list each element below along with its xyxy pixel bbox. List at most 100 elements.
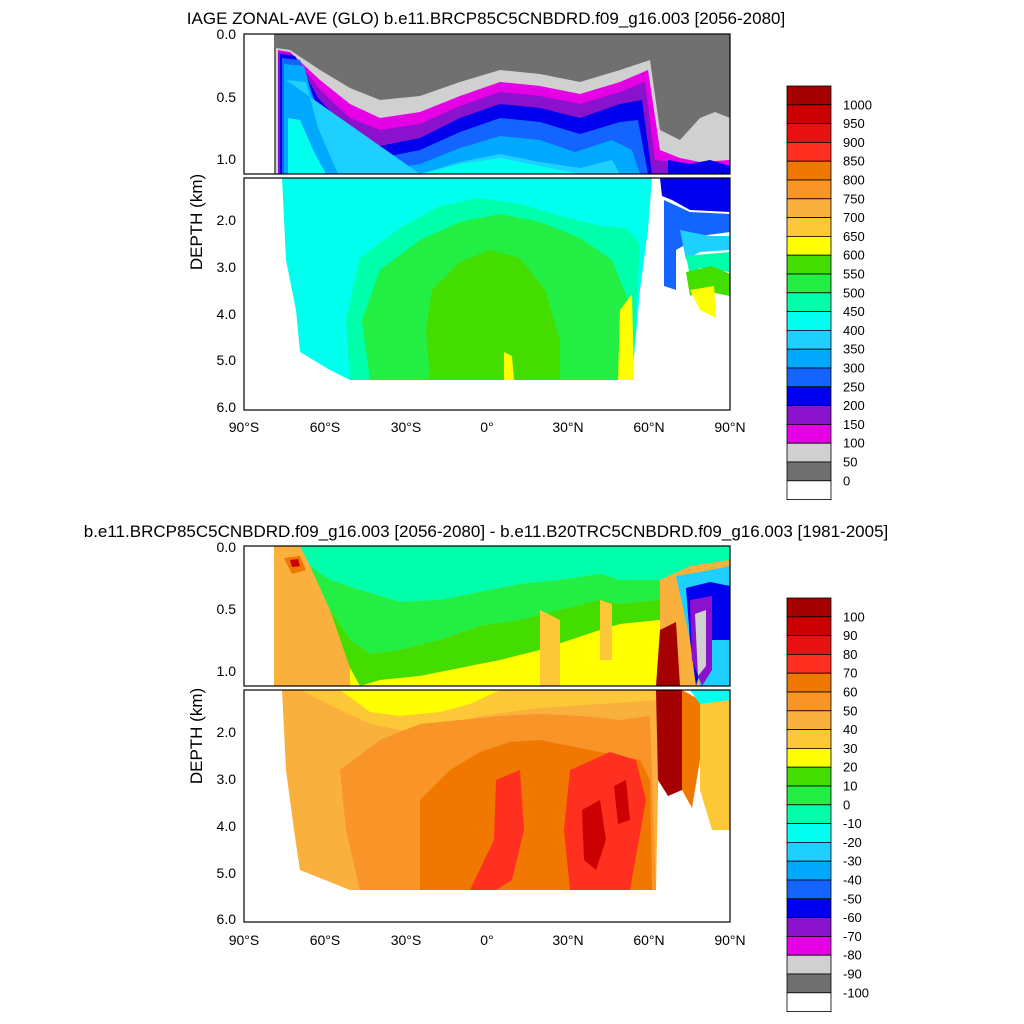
colorbar-box xyxy=(786,104,832,125)
panel-top-ylabel: DEPTH (km) xyxy=(187,174,206,270)
panel-bottom-lower-frame xyxy=(243,689,731,923)
lower-arctic-azure xyxy=(664,200,730,290)
colorbar-box xyxy=(786,654,832,674)
panel-bottom-ytick: 1.0 xyxy=(217,663,237,679)
panel-top-xtick: 90°S xyxy=(229,419,260,435)
colorbar-box xyxy=(786,292,832,312)
upper-contour-darkred-dot xyxy=(290,559,300,567)
panel-top-yticks: 0.0 0.5 1.0 2.0 3.0 4.0 5.0 6.0 xyxy=(217,26,237,415)
panel-top-xtick: 30°S xyxy=(391,419,422,435)
panel-bottom-yticks: 0.0 0.5 1.0 2.0 3.0 4.0 5.0 6.0 xyxy=(217,539,237,927)
panel-bottom-xtick: 90°N xyxy=(714,932,745,948)
colorbar-box xyxy=(786,367,832,388)
upper-contour-lightblue xyxy=(284,64,640,174)
colorbar-label: 100 xyxy=(843,609,865,624)
panel-bottom-ytick: 2.0 xyxy=(217,724,237,740)
colorbar-box xyxy=(786,917,832,937)
colorbar-box xyxy=(786,842,832,862)
colorbar-label: 1000 xyxy=(843,97,872,112)
colorbar-box xyxy=(786,860,832,881)
colorbar-box xyxy=(786,235,832,256)
upper-arctic-gray xyxy=(695,610,706,676)
colorbar-box xyxy=(786,766,832,787)
panel-top-xtick: 0° xyxy=(480,419,493,435)
panel-top-lower-frame xyxy=(243,177,731,411)
upper-arctic-blue xyxy=(668,160,730,174)
lower-contour-yellow xyxy=(340,690,500,716)
colorbar-box xyxy=(786,141,832,162)
panel-top-ytick: 3.0 xyxy=(217,259,237,275)
colorbar-label: 50 xyxy=(843,703,857,718)
panel-bottom-field xyxy=(244,546,730,922)
colorbar-box xyxy=(786,992,832,1012)
colorbar-box xyxy=(786,954,832,975)
colorbar-box xyxy=(786,480,832,500)
colorbar-box xyxy=(786,729,832,749)
colorbar-label: 800 xyxy=(843,173,865,188)
colorbar-box xyxy=(786,273,832,294)
panel-bottom-ytick: 0.0 xyxy=(217,539,237,555)
colorbar-box xyxy=(786,179,832,200)
colorbar-label: 950 xyxy=(843,116,865,131)
lower-arctic-cold xyxy=(690,690,730,704)
lower-contour-darkred xyxy=(582,780,630,870)
colorbar-box xyxy=(786,160,832,181)
panel-bottom-ylabel: DEPTH (km) xyxy=(187,688,206,784)
panel-top-xtick: 30°N xyxy=(552,419,583,435)
colorbar-box xyxy=(786,879,832,900)
colorbar-box xyxy=(786,85,832,106)
lower-arctic-blue xyxy=(660,178,730,212)
panel-bottom-gap xyxy=(244,686,730,690)
colorbar-label: -30 xyxy=(843,854,862,869)
colorbar-box xyxy=(786,198,832,219)
colorbar-box xyxy=(786,823,832,843)
colorbar-box xyxy=(786,254,832,275)
panel-bottom-xtick: 60°S xyxy=(310,932,341,948)
panel-top-xtick: 90°N xyxy=(714,419,745,435)
panel-top-ytick: 2.0 xyxy=(217,212,237,228)
colorbar-box xyxy=(786,423,832,444)
colorbar-label: 250 xyxy=(843,379,865,394)
colorbar-label: 650 xyxy=(843,229,865,244)
colorbar-label: -80 xyxy=(843,948,862,963)
colorbar-label: 100 xyxy=(843,436,865,451)
colorbar-box xyxy=(786,597,832,618)
panel-bottom-xticks: 90°S 60°S 30°S 0° 30°N 60°N 90°N xyxy=(229,932,746,948)
colorbar-label: -100 xyxy=(843,985,869,1000)
colorbar-label: 0 xyxy=(843,797,850,812)
colorbar-label: 50 xyxy=(843,455,857,470)
upper-contour-sky xyxy=(286,80,620,174)
colorbar-label: 300 xyxy=(843,361,865,376)
colorbar-box xyxy=(786,616,832,636)
panel-top-upper-frame xyxy=(243,33,731,175)
colorbar-box xyxy=(786,936,832,956)
colorbar-box xyxy=(786,217,832,237)
colorbar-label: 600 xyxy=(843,248,865,263)
colorbar-label: 200 xyxy=(843,398,865,413)
colorbar-label: -90 xyxy=(843,967,862,982)
upper-contour-azure xyxy=(282,58,648,174)
panel-bottom-ytick: 4.0 xyxy=(217,818,237,834)
colorbar-label: -70 xyxy=(843,929,862,944)
colorbar-box xyxy=(786,973,832,994)
colorbar-label: 10 xyxy=(843,779,857,794)
upper-contour-cyan xyxy=(288,118,580,174)
lower-arctic-red xyxy=(656,690,682,796)
colorbar-box xyxy=(786,348,832,369)
colorbar-box xyxy=(786,804,832,824)
colorbar-label: 90 xyxy=(843,628,857,643)
colorbar-box xyxy=(786,785,832,806)
panel-bottom-upper-frame xyxy=(243,545,731,687)
lower-contour-yellow xyxy=(504,294,634,380)
upper-contour-yellow xyxy=(350,620,660,686)
colorbar-box xyxy=(786,898,832,918)
colorbar-label: 20 xyxy=(843,760,857,775)
panel-bottom-title: b.e11.BRCP85C5CNBDRD.f09_g16.003 [2056-2… xyxy=(84,522,889,541)
lower-arctic-yellow xyxy=(690,286,716,318)
panel-top-xtick: 60°S xyxy=(310,419,341,435)
panel-bottom-xtick: 30°N xyxy=(552,932,583,948)
colorbar-box xyxy=(786,461,832,482)
lower-arctic-darkorange xyxy=(682,690,700,808)
panel-bottom-xtick: 30°S xyxy=(391,932,422,948)
